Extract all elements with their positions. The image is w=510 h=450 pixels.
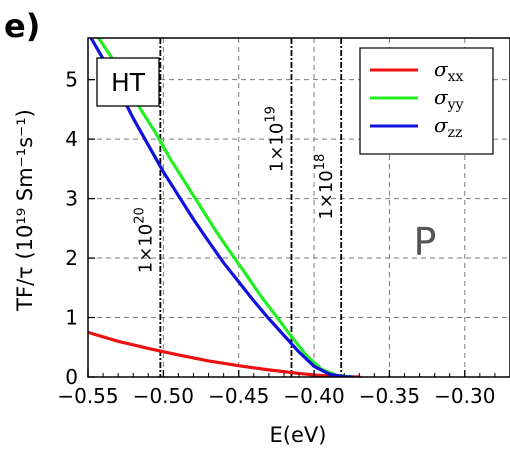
- ht-label: HT: [111, 68, 146, 97]
- axes: −0.55 −0.50 −0.45 −0.40 −0.35 −0.30 0 1 2 3 4 5: [57, 37, 510, 408]
- doping-marker-label: 1×1019: [263, 106, 287, 172]
- x-tick-label: −0.45: [208, 384, 269, 408]
- x-tick-label: −0.55: [57, 384, 118, 408]
- y-tick-label: 2: [65, 246, 78, 270]
- x-tick-label: −0.30: [434, 384, 495, 408]
- legend-label-σzz: σzz: [434, 113, 462, 141]
- panel-label: e): [4, 7, 40, 45]
- x-axis-title: E(eV): [270, 423, 327, 447]
- y-tick-label: 4: [65, 127, 78, 151]
- annotations: 1×1020 1×1019 1×1018: [132, 106, 337, 273]
- y-tick-label: 3: [65, 187, 78, 211]
- legend-box: [359, 47, 494, 155]
- series-line-σxx: [88, 330, 361, 377]
- region-label: P: [414, 220, 437, 264]
- legend-label-σxx: σxx: [434, 57, 464, 85]
- x-tick-label: −0.50: [133, 384, 194, 408]
- legend-label-σyy: σyy: [434, 85, 464, 113]
- x-tick-label: −0.40: [283, 384, 344, 408]
- ht-label-box: HT: [96, 57, 160, 107]
- y-tick-label: 5: [65, 68, 78, 92]
- doping-marker-label: 1×1020: [132, 207, 156, 273]
- x-tick-label: −0.35: [359, 384, 420, 408]
- y-axis-title: TF/τ (10¹⁹ Sm⁻¹s⁻¹): [13, 109, 37, 312]
- series-line-σzz: [89, 38, 354, 377]
- y-tick-label: 1: [65, 306, 78, 330]
- vertical-markers: [159, 38, 343, 377]
- y-tick-label: 0: [65, 365, 78, 389]
- doping-marker-label: 1×1018: [313, 154, 337, 220]
